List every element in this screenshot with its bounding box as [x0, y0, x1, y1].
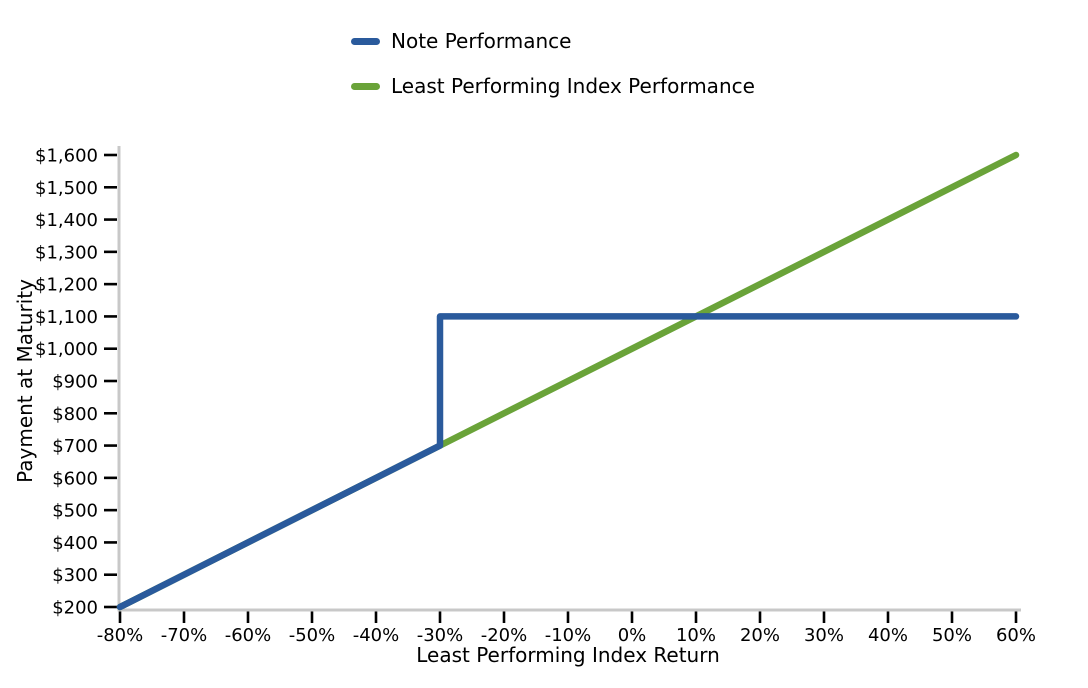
y-axis-tick-label: $300: [52, 565, 98, 586]
note-performance-line-swatch: [351, 37, 380, 45]
y-axis-tick-label: $1,100: [35, 307, 98, 328]
legend-label-index-performance: Least Performing Index Performance: [391, 74, 755, 98]
y-axis-tick-label: $600: [52, 468, 98, 489]
x-axis-tick-label: 60%: [996, 625, 1036, 646]
index-performance-line-swatch: [351, 82, 380, 90]
y-axis-tick-label: $900: [52, 372, 98, 393]
legend-item-note-performance: Note Performance: [351, 28, 755, 54]
y-axis-tick-label: $1,300: [35, 242, 98, 263]
y-axis-tick-label: $700: [52, 436, 98, 457]
legend: Note Performance Least Performing Index …: [351, 28, 755, 99]
legend-item-index-performance: Least Performing Index Performance: [351, 73, 755, 99]
x-axis-tick-label: -60%: [225, 625, 272, 646]
x-axis-tick-label: 20%: [740, 625, 780, 646]
x-axis-title: Least Performing Index Return: [416, 643, 720, 667]
x-axis-tick-label: 10%: [676, 625, 716, 646]
y-axis-tick-label: $200: [52, 598, 98, 619]
note-performance-line: [116, 313, 1020, 611]
x-axis-tick-label: -70%: [161, 625, 208, 646]
x-axis-tick-label: -40%: [353, 625, 400, 646]
y-axis-tick-label: $500: [52, 501, 98, 522]
y-axis-tick-label: $1,400: [35, 210, 98, 231]
x-axis-tick-label: 0%: [618, 625, 647, 646]
x-axis-tick-label: -20%: [481, 625, 528, 646]
x-axis-tick-label: 30%: [804, 625, 844, 646]
y-axis-tick-label: $1,600: [35, 146, 98, 167]
x-axis-tick-label: -80%: [97, 625, 144, 646]
y-axis-tick-label: $1,200: [35, 275, 98, 296]
y-axis-tick-label: $800: [52, 404, 98, 425]
y-axis-title: Payment at Maturity: [13, 279, 37, 483]
x-axis-tick-label: 50%: [932, 625, 972, 646]
x-axis-tick-label: 40%: [868, 625, 908, 646]
y-axis-tick-label: $1,000: [35, 339, 98, 360]
y-axis-tick-label: $1,500: [35, 178, 98, 199]
x-axis-tick-label: -10%: [545, 625, 592, 646]
legend-label-note-performance: Note Performance: [391, 29, 572, 53]
y-axis-tick-label: $400: [52, 533, 98, 554]
x-axis-tick-label: -50%: [289, 625, 336, 646]
x-axis-tick-label: -30%: [417, 625, 464, 646]
